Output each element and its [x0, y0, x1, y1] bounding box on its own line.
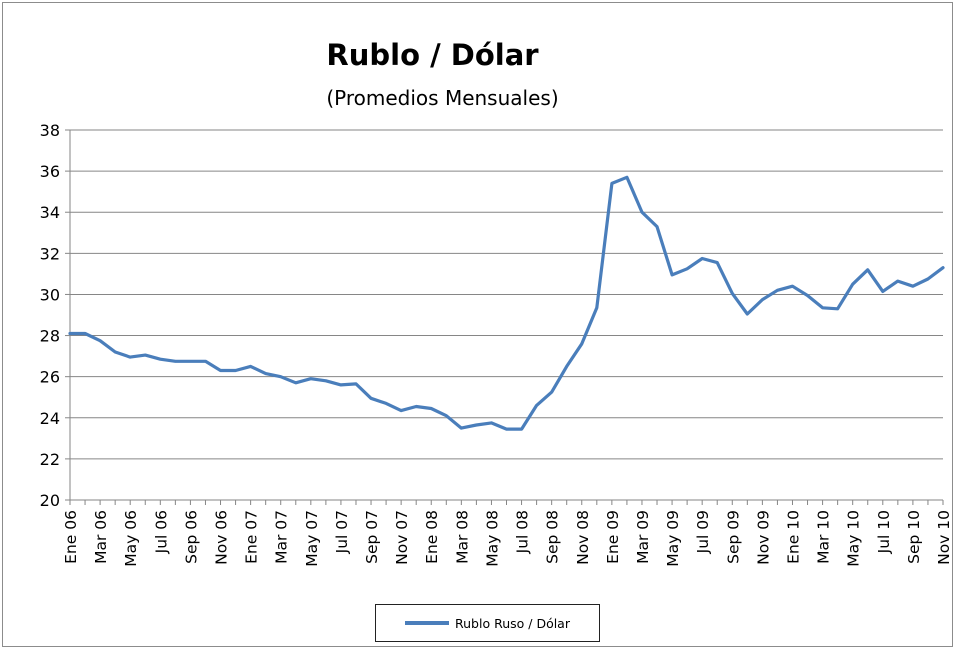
legend-swatch	[405, 621, 449, 625]
x-tick-label: May 07	[303, 510, 321, 567]
x-tick-label: Sep 06	[182, 510, 200, 564]
x-tick-label: Jul 07	[333, 510, 351, 554]
y-tick-label: 34	[40, 203, 60, 222]
y-tick-label: 28	[40, 327, 60, 346]
y-tick-label: 32	[40, 244, 60, 263]
y-tick-label: 38	[40, 121, 60, 140]
x-tick-label: May 08	[483, 510, 501, 567]
legend: Rublo Ruso / Dólar	[375, 604, 600, 642]
x-tick-label: Ene 08	[423, 510, 441, 564]
x-tick-label: Ene 07	[243, 510, 261, 564]
x-tick-label: May 06	[122, 510, 140, 567]
x-tick-label: Mar 08	[453, 510, 471, 564]
y-tick-label: 36	[40, 162, 60, 181]
x-tick-label: Mar 06	[92, 510, 110, 564]
x-tick-label: Mar 07	[273, 510, 291, 564]
chart-title: Rublo / Dólar	[326, 38, 539, 72]
y-tick-label: 30	[40, 285, 60, 304]
y-tick-label: 24	[40, 409, 60, 428]
x-tick-label: Ene 09	[604, 510, 622, 564]
y-tick-label: 20	[40, 491, 60, 510]
x-tick-label: Sep 10	[905, 510, 923, 564]
x-tick-label: Nov 08	[574, 510, 592, 565]
x-tick-label: Jul 06	[152, 510, 170, 554]
y-tick-label: 26	[40, 368, 60, 387]
x-tick-label: Nov 07	[393, 510, 411, 565]
x-tick-label: Nov 06	[213, 510, 231, 565]
x-tick-label: Mar 10	[815, 510, 833, 564]
x-tick-label: May 10	[845, 510, 863, 567]
x-tick-label: Sep 08	[544, 510, 562, 564]
legend-label: Rublo Ruso / Dólar	[455, 615, 570, 631]
x-tick-label: May 09	[664, 510, 682, 567]
series-line-rublo-ruso-dolar	[68, 175, 945, 431]
x-tick-label: Nov 10	[935, 510, 953, 565]
x-tick-label: Sep 09	[724, 510, 742, 564]
x-tick-label: Ene 10	[784, 510, 802, 564]
x-tick-label: Nov 09	[754, 510, 772, 565]
chart-subtitle: (Promedios Mensuales)	[326, 86, 559, 110]
y-tick-label: 22	[40, 450, 60, 469]
x-tick-label: Jul 10	[875, 510, 893, 554]
x-tick-label: Jul 08	[514, 510, 532, 554]
x-tick-label: Mar 09	[634, 510, 652, 564]
x-tick-label: Ene 06	[62, 510, 80, 564]
x-tick-label: Sep 07	[363, 510, 381, 564]
x-tick-label: Jul 09	[694, 510, 712, 554]
